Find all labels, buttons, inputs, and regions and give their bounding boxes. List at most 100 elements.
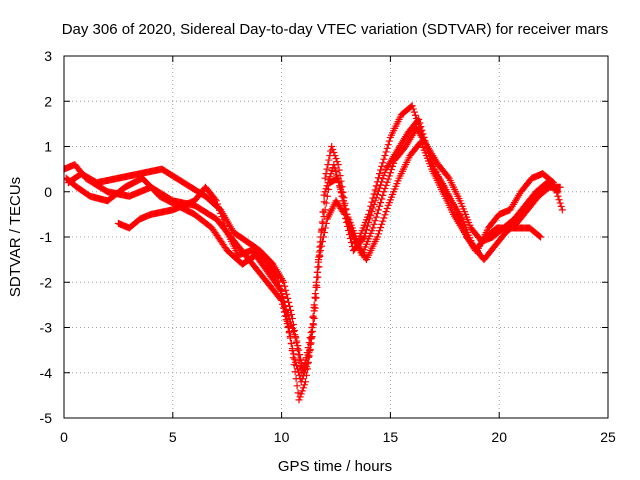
x-tick-label: 5	[169, 429, 177, 445]
data-point	[316, 243, 324, 251]
data-point	[341, 206, 349, 214]
data-point	[373, 209, 381, 217]
data-point	[382, 208, 390, 216]
data-points	[63, 102, 566, 404]
data-point	[300, 381, 308, 389]
data-point	[319, 219, 327, 227]
x-tick-label: 0	[60, 429, 68, 445]
data-point	[303, 365, 311, 373]
data-point	[293, 382, 301, 390]
data-point	[376, 227, 384, 235]
data-point	[287, 321, 295, 329]
data-point	[535, 232, 543, 240]
data-point	[339, 197, 347, 205]
data-point	[324, 185, 332, 193]
series-trace-b	[64, 115, 564, 404]
y-tick-label: -1	[40, 229, 53, 245]
data-point	[555, 196, 563, 204]
data-point	[332, 155, 340, 163]
data-point	[317, 247, 325, 255]
series-trace-d	[114, 138, 545, 377]
x-axis-label: GPS time / hours	[278, 458, 392, 475]
data-point	[378, 220, 386, 228]
axis-ticks: 0 5 10 15 20 25 -5 -4 -3 -2 -1 0 1 2 3	[40, 48, 616, 445]
chart-title: Day 306 of 2020, Sidereal Day-to-day VTE…	[62, 21, 609, 38]
data-point	[218, 213, 226, 221]
data-point	[273, 274, 281, 282]
data-point	[318, 226, 326, 234]
data-point	[364, 222, 372, 230]
data-point	[300, 364, 308, 372]
data-point	[385, 172, 393, 180]
data-point	[360, 233, 368, 241]
data-point	[286, 302, 294, 310]
data-point	[334, 174, 342, 182]
data-point	[288, 347, 296, 355]
data-point	[307, 335, 315, 343]
data-point	[312, 283, 320, 291]
data-point	[292, 375, 300, 383]
data-point	[275, 282, 283, 290]
series-trace-a	[63, 102, 566, 386]
data-point	[315, 253, 323, 261]
data-point	[329, 146, 337, 154]
data-point	[221, 222, 229, 230]
data-point	[283, 309, 291, 317]
data-point	[336, 183, 344, 191]
data-point	[279, 294, 287, 302]
data-point	[337, 188, 345, 196]
data-point	[321, 174, 329, 182]
data-point	[299, 369, 307, 377]
data-point	[379, 159, 387, 167]
data-point	[386, 169, 394, 177]
y-tick-label: 1	[44, 139, 52, 155]
data-point	[381, 211, 389, 219]
data-point	[554, 188, 562, 196]
data-point	[320, 191, 328, 199]
data-point	[283, 290, 291, 298]
data-point	[373, 233, 381, 241]
data-point	[212, 197, 220, 205]
data-point	[301, 359, 309, 367]
data-point	[380, 214, 388, 222]
data-point	[342, 210, 350, 218]
data-point	[376, 170, 384, 178]
data-point	[408, 102, 416, 110]
data-point	[444, 173, 452, 181]
data-point	[372, 213, 380, 221]
data-point	[323, 192, 331, 200]
data-point	[286, 318, 294, 326]
data-point	[383, 144, 391, 152]
y-tick-label: 2	[44, 93, 52, 109]
data-point	[340, 201, 348, 209]
data-point	[302, 378, 310, 386]
data-point	[381, 185, 389, 193]
grid-lines	[64, 56, 608, 418]
data-point	[335, 166, 343, 174]
data-point	[289, 354, 297, 362]
data-point	[411, 111, 419, 119]
data-point	[282, 286, 290, 294]
data-point	[292, 334, 300, 342]
data-point	[298, 375, 306, 383]
data-point	[307, 329, 315, 337]
y-axis-label: SDTVAR / TECUs	[7, 177, 24, 297]
data-point	[557, 202, 565, 210]
data-point	[558, 206, 566, 214]
data-point	[214, 203, 222, 211]
data-point	[556, 183, 564, 191]
data-point	[537, 233, 545, 241]
data-point	[274, 278, 282, 286]
x-tick-label: 15	[383, 429, 399, 445]
data-point	[281, 282, 289, 290]
data-point	[278, 290, 286, 298]
data-point	[321, 206, 329, 214]
y-tick-label: -2	[40, 274, 53, 290]
data-point	[284, 322, 292, 330]
data-point	[285, 298, 293, 306]
data-point	[299, 384, 307, 392]
data-point	[332, 168, 340, 176]
data-point	[314, 263, 322, 271]
data-point	[304, 344, 312, 352]
